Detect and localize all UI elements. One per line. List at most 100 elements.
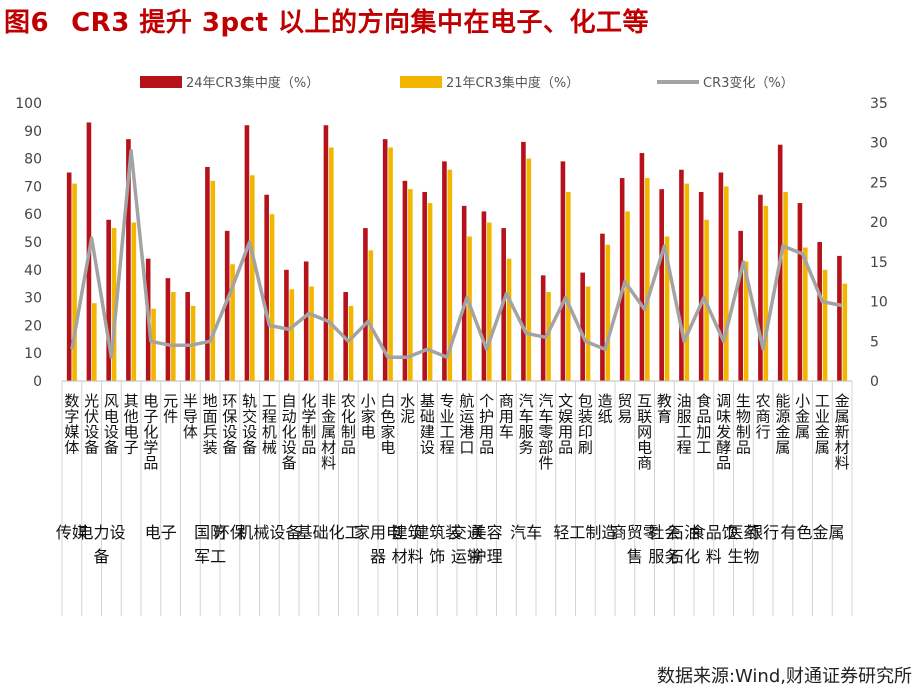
bar-21-22: [506, 258, 512, 381]
bar-24-38: [817, 242, 822, 381]
bar-24-0: [66, 172, 72, 381]
category-label-25: 文娱用品: [558, 392, 573, 457]
y-right-tick-15: 15: [870, 255, 888, 271]
bar-21-29: [645, 178, 650, 381]
bar-21-27: [605, 244, 611, 381]
group-label-11: 美容护理: [471, 523, 503, 566]
category-label-38: 工业金属: [815, 392, 830, 457]
bar-21-9: [250, 175, 255, 381]
bar-21-33: [724, 186, 729, 381]
bar-21-24: [546, 292, 551, 381]
category-label-15: 小家电: [361, 392, 376, 441]
y-left-tick-100: 100: [15, 96, 42, 112]
bar-24-17: [402, 180, 408, 381]
bar-24-15: [363, 228, 368, 381]
group-label-2: 电子: [145, 523, 177, 542]
legend-label-2: CR3变化（%）: [703, 75, 794, 91]
bar-24-24: [540, 275, 546, 381]
y-left-tick-10: 10: [24, 346, 42, 362]
y-right-tick-5: 5: [870, 334, 879, 350]
bar-24-37: [797, 203, 803, 381]
category-label-36: 能源金属: [775, 392, 790, 457]
bar-21-4: [151, 308, 156, 381]
group-label-8: 建筑材料: [392, 523, 424, 566]
bar-21-5: [171, 292, 176, 381]
bar-24-33: [718, 172, 724, 381]
category-label-0: 数字媒体: [64, 392, 79, 457]
bar-21-35: [763, 205, 769, 381]
category-label-18: 基础建设: [420, 392, 435, 457]
y-right-tick-0: 0: [870, 374, 879, 390]
category-label-32: 食品加工: [696, 392, 711, 457]
bar-24-12: [303, 261, 309, 381]
bar-24-16: [382, 139, 388, 381]
category-label-31: 油服工程: [677, 392, 692, 457]
y-right-tick-30: 30: [870, 136, 888, 152]
y-left-tick-40: 40: [24, 263, 42, 279]
bar-21-38: [822, 269, 828, 381]
y-left-tick-50: 50: [24, 235, 42, 251]
group-label-5: 机械设备: [237, 523, 301, 542]
bar-24-31: [679, 169, 684, 381]
bar-24-18: [422, 191, 427, 381]
bar-24-34: [738, 230, 743, 381]
category-label-11: 自动化设备: [282, 392, 297, 472]
category-label-26: 包装印刷: [578, 392, 593, 457]
bar-24-8: [224, 230, 230, 381]
y-right-tick-20: 20: [870, 215, 888, 231]
figure-label: 图6: [4, 8, 50, 38]
bar-21-34: [743, 261, 749, 381]
category-label-39: 金属新材料: [835, 392, 850, 472]
bar-21-31: [684, 183, 690, 381]
category-label-35: 农商行: [756, 392, 771, 441]
category-label-37: 小金属: [795, 392, 810, 441]
bar-21-18: [427, 203, 433, 381]
bar-24-21: [481, 211, 487, 381]
bar-21-8: [230, 264, 235, 381]
group-label-16: 石油石化: [668, 523, 700, 566]
bar-21-0: [72, 183, 77, 381]
bar-24-7: [205, 166, 210, 381]
category-label-10: 工程机械: [262, 392, 277, 457]
bar-24-30: [659, 189, 664, 381]
legend-swatch-0: [140, 76, 182, 88]
x-axis: [61, 380, 853, 616]
category-label-14: 农化制品: [341, 392, 356, 457]
group-label-10: 交通运输: [451, 523, 483, 566]
group-label-20: 有色金属: [780, 523, 844, 542]
category-label-28: 贸易: [617, 392, 632, 426]
bar-21-11: [289, 289, 295, 381]
bar-24-26: [580, 272, 585, 381]
change-line: [70, 148, 843, 359]
y-left-tick-60: 60: [24, 207, 42, 223]
bar-24-2: [106, 219, 111, 381]
bar-24-11: [284, 269, 289, 381]
figure-title-text: CR3 提升 3pct 以上的方向集中在电子、化工等: [71, 8, 649, 38]
category-label-20: 航运港口: [459, 392, 474, 457]
group-label-0: 传媒: [56, 523, 88, 542]
group-label-9: 建筑装饰: [413, 523, 461, 566]
category-label-19: 专业工程: [440, 392, 455, 457]
y-right-tick-10: 10: [870, 295, 888, 311]
group-label-12: 汽车: [510, 523, 542, 542]
bar-24-19: [442, 161, 447, 381]
category-label-3: 其他电子: [124, 392, 139, 457]
category-labels: 数字媒体光伏设备风电设备其他电子电子化学品元件半导体地面兵装环保设备轨交设备工程…: [64, 392, 849, 472]
bar-24-32: [698, 191, 704, 381]
y-left-tick-20: 20: [24, 318, 42, 334]
bar-21-21: [487, 222, 492, 381]
bar-21-37: [803, 247, 808, 381]
bar-21-25: [566, 191, 571, 381]
bar-24-20: [461, 205, 467, 381]
y-left-tick-80: 80: [24, 152, 42, 168]
group-label-19: 银行: [747, 523, 779, 542]
bar-24-28: [619, 178, 625, 381]
group-label-1: 电力设备: [77, 523, 125, 566]
bar-21-28: [625, 211, 630, 381]
figure-title: 图6 CR3 提升 3pct 以上的方向集中在电子、化工等: [4, 2, 649, 39]
group-label-4: 环保: [214, 523, 246, 542]
bar-24-3: [126, 139, 131, 381]
bar-21-30: [664, 236, 670, 381]
bar-21-13: [329, 147, 334, 381]
category-label-9: 轨交设备: [242, 392, 257, 457]
